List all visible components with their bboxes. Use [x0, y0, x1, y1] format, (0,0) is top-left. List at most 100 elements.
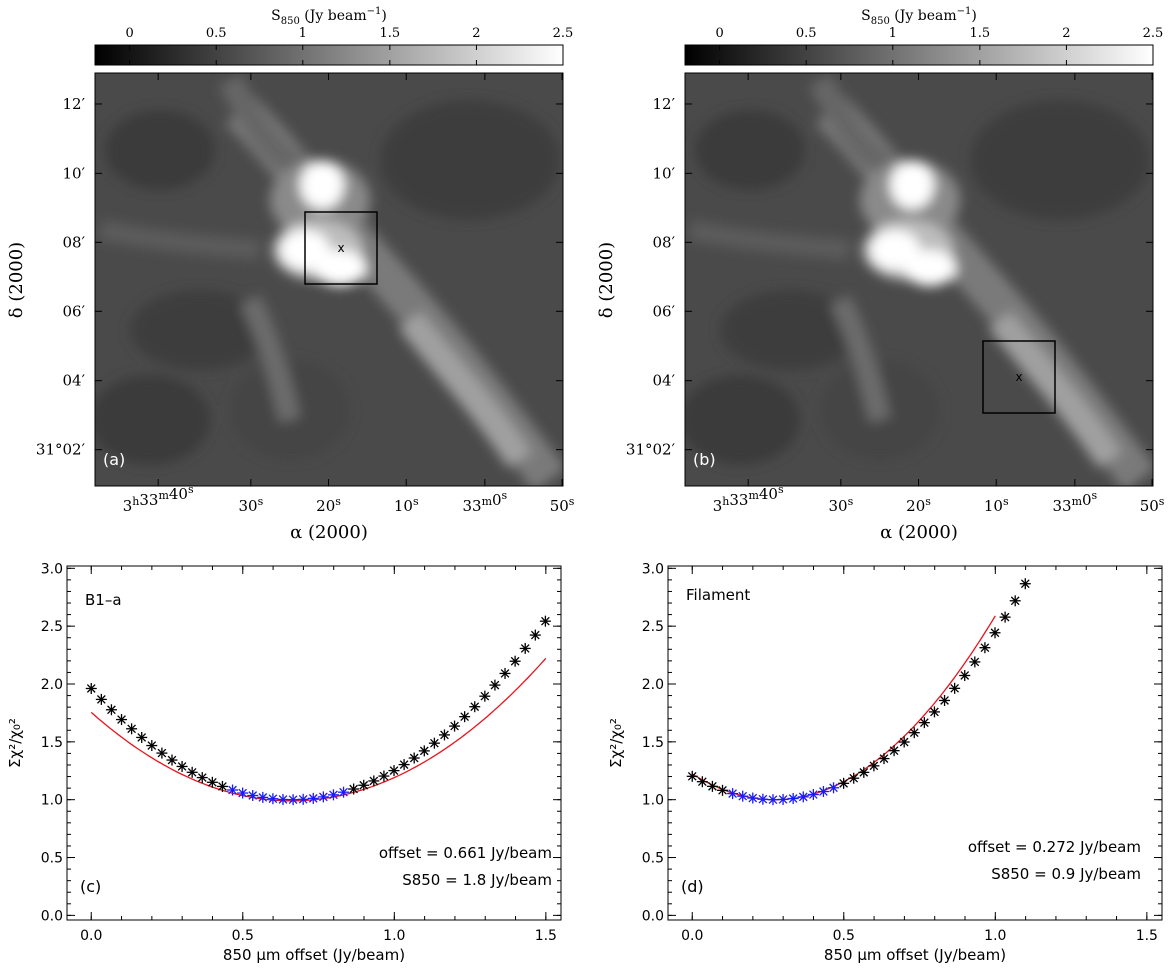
colorbar-tick-label: 2	[1062, 26, 1070, 41]
y-tick-label: 0.5	[41, 851, 63, 867]
x-tick-label: 1.5	[535, 928, 557, 944]
y-tick-label: 0.0	[642, 908, 664, 924]
data-point	[156, 747, 168, 759]
data-point	[817, 786, 829, 798]
data-point	[959, 669, 971, 681]
y-tick-label: 1.0	[642, 793, 664, 809]
data-point	[216, 780, 228, 792]
y-axis-label-d: Σχ²/χ₀²	[607, 718, 625, 768]
colorbar-tick-label: 0.5	[206, 26, 227, 41]
data-point	[969, 656, 981, 668]
colorbar-tick-label: 2.5	[553, 26, 574, 41]
y-tick-label: 3.0	[642, 561, 664, 577]
x-tick-label: 30s	[828, 495, 853, 515]
x-tick-label: 0.5	[833, 928, 855, 944]
colorbar-a	[94, 44, 564, 66]
data-point	[489, 679, 501, 691]
data-point	[418, 745, 430, 757]
data-point	[469, 701, 481, 713]
data-point	[247, 790, 259, 802]
x-ticks-a: 3h33m40s 30s 20s 10s 33m0s 50s	[123, 73, 575, 515]
data-point	[777, 793, 789, 805]
y-tick-label: 0.0	[41, 908, 63, 924]
colorbar-tick-label: 1.5	[969, 26, 990, 41]
data-point	[408, 752, 420, 764]
y-tick-label: 12′	[653, 95, 676, 113]
panel-label-d: (d)	[681, 877, 704, 896]
data-point	[428, 737, 440, 749]
data-point	[237, 787, 249, 799]
data-point	[388, 765, 400, 777]
data-point	[438, 729, 450, 741]
x-tick-label: 1.5	[1136, 928, 1158, 944]
x-tick-label: 3h33m40s	[713, 483, 784, 515]
map-panel-b: S850 (Jy beam−1) 0 0.5 1 1.5 2 2.5	[596, 6, 1165, 543]
x-tick-label: 20s	[316, 495, 341, 515]
y-tick-label: 1.0	[41, 793, 63, 809]
data-point	[196, 772, 208, 784]
colorbar-tick-label: 2.5	[1143, 26, 1164, 41]
fit-curve	[691, 615, 996, 801]
data-point	[116, 714, 128, 726]
map-panel-a: S850 (Jy beam−1) 0 0.5 1 1.5 2 2.5	[6, 6, 575, 543]
data-point	[85, 682, 97, 694]
data-point	[378, 770, 390, 782]
y-tick-label: 04′	[63, 372, 86, 390]
annotation-s850-c: S850 = 1.8 Jy/beam	[402, 871, 552, 889]
data-point	[807, 789, 819, 801]
plot-panel-c: 0.0 0.5 1.0 1.5 0.0 0.5 1.0 1.5 2.0 2.5 3.0 B1–a o…	[6, 561, 562, 964]
region-box-b	[982, 340, 1056, 414]
x-tick-label: 0.5	[232, 928, 254, 944]
y-tick-label: 2.0	[41, 677, 63, 693]
data-point	[878, 753, 890, 765]
y-tick-label: 04′	[653, 372, 676, 390]
colorbar-label-a: S850 (Jy beam−1)	[271, 6, 387, 27]
data-point	[717, 784, 729, 796]
y-tick-label: 1.5	[642, 735, 664, 751]
data-point	[828, 782, 840, 794]
data-point	[908, 727, 920, 739]
y-tick-label: 1.5	[41, 735, 63, 751]
data-point	[287, 794, 299, 806]
data-point	[1019, 578, 1031, 590]
data-point	[888, 745, 900, 757]
y-tick-label: 08′	[653, 233, 676, 251]
data-point	[787, 793, 799, 805]
data-point	[529, 629, 541, 641]
data-point	[747, 792, 759, 804]
region-box-a	[304, 211, 378, 285]
data-point	[297, 793, 309, 805]
data-point	[928, 706, 940, 718]
marker-b: x	[1015, 370, 1022, 384]
data-point	[338, 786, 350, 798]
data-point	[519, 642, 531, 654]
x-ticks-b: 3h33m40s 30s 20s 10s 33m0s 50s	[713, 73, 1165, 515]
y-tick-label: 10′	[653, 164, 676, 182]
plot-label-d: Filament	[686, 586, 750, 604]
data-point	[176, 760, 188, 772]
data-point	[327, 789, 339, 801]
panel-label-c: (c)	[80, 877, 101, 896]
y-tick-label: 0.5	[642, 851, 664, 867]
x-tick-label: 30s	[238, 495, 263, 515]
data-point	[848, 772, 860, 784]
y-tick-label: 06′	[63, 302, 86, 320]
plot-panel-d: 0.0 0.5 1.0 1.5 0.0 0.5 1.0 1.5 2.0 2.5 3.0 Filame…	[607, 561, 1163, 964]
colorbar-tick-label: 0	[715, 26, 723, 41]
y-axis-label-c: Σχ²/χ₀²	[6, 718, 24, 768]
data-point	[767, 794, 779, 806]
data-point	[166, 754, 178, 766]
y-tick-label: 10′	[63, 164, 86, 182]
panel-label-a: (a)	[103, 450, 125, 469]
data-point	[1009, 595, 1021, 607]
x-tick-label: 10s	[394, 495, 419, 515]
data-point	[317, 791, 329, 803]
annotation-offset-d: offset = 0.272 Jy/beam	[968, 838, 1141, 856]
data-point	[348, 783, 360, 795]
data-point	[499, 667, 511, 679]
colorbar-tick-label: 1	[889, 26, 897, 41]
data-point	[858, 766, 870, 778]
data-point	[999, 611, 1011, 623]
